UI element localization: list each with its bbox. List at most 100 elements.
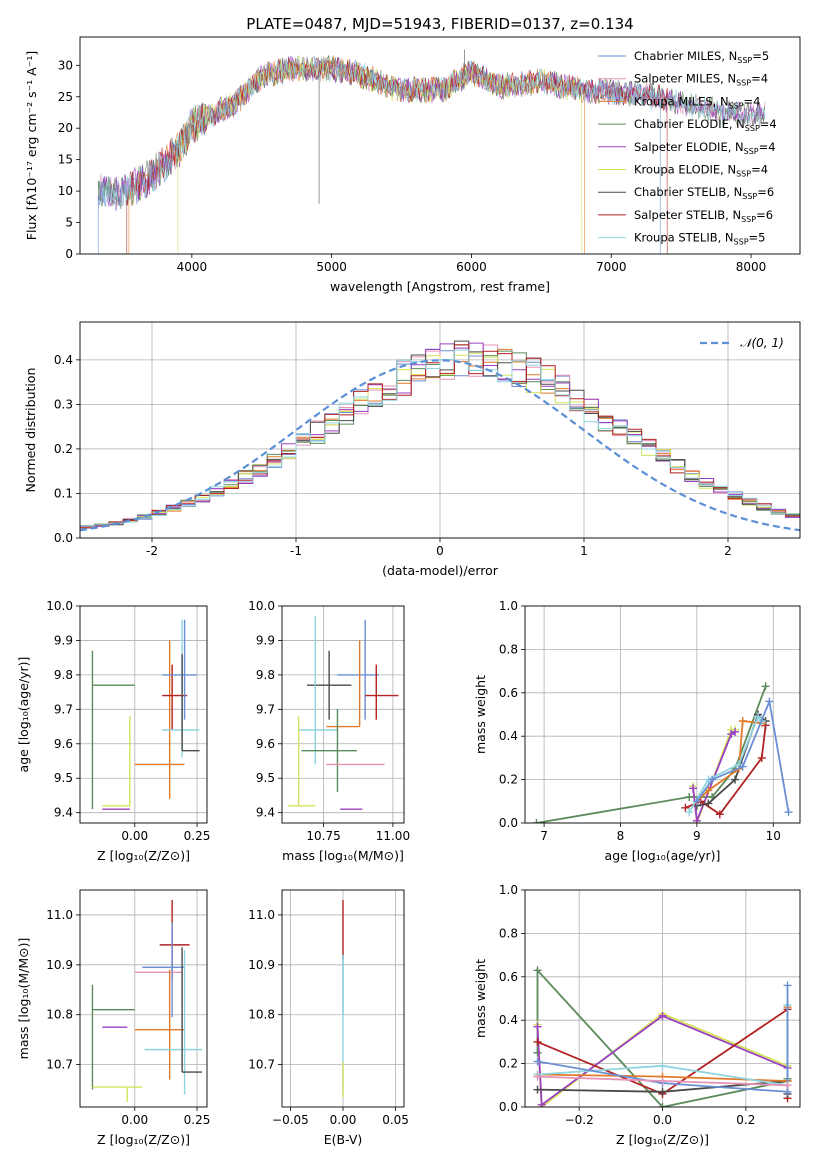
y-tick-label: 10.9 (46, 958, 73, 972)
axes-frame (524, 889, 801, 1108)
point-marker (658, 1076, 667, 1085)
x-axis-label: Z [log₁₀(Z/Z⊙)] (616, 1132, 709, 1147)
legend-label: Chabrier ELODIE, NSSP=4 (634, 117, 777, 133)
point-marker (658, 1087, 667, 1096)
chart-age_vs_mass: 10.75 11.00 9.4 9.5 9.6 9.7 9.8 9.9 10.0 mass [lo… (248, 599, 410, 863)
y-tick-label: 11.0 (248, 908, 275, 922)
axes-frame (79, 889, 208, 1108)
x-tick-label: 7 (540, 829, 548, 843)
point-marker (692, 797, 701, 806)
x-axis-label: (data-model)/error (382, 563, 499, 578)
y-tick-label: 9.6 (54, 737, 73, 751)
x-tick-label: 0.0 (653, 1113, 672, 1127)
y-tick-label: 9.8 (256, 668, 275, 682)
axes-frame (79, 36, 801, 255)
point-marker (704, 786, 713, 795)
legend-label: Salpeter ELODIE, NSSP=4 (634, 140, 776, 156)
y-tick-label: 0.6 (499, 970, 518, 984)
plot-area (532, 682, 793, 823)
y-tick-label: 0.6 (499, 686, 518, 700)
x-tick-label: 7000 (596, 260, 627, 274)
point-marker (731, 775, 740, 784)
x-tick-label: 1 (580, 544, 588, 558)
point-marker (765, 697, 774, 706)
chart-mass_vs_Z: 0.00 0.25 10.7 10.8 10.9 11.0 Z [log₁₀(Z/Z⊙)] m… (16, 889, 210, 1147)
chart-spectrum: 4000 5000 6000 7000 8000 0 5 10 15 20 25 30 Chabrier… (24, 36, 801, 294)
legend-label: 𝒩(0, 1) (740, 336, 784, 350)
figure-title: PLATE=0487, MJD=51943, FIBERID=0137, z=0… (246, 15, 633, 33)
y-tick-label: 10.8 (46, 1008, 73, 1022)
legend-label: Chabrier MILES, NSSP=5 (634, 49, 769, 65)
x-tick-label: −0.05 (272, 1113, 309, 1127)
y-tick-label: 9.4 (256, 806, 275, 820)
axes-frame (281, 605, 405, 824)
axes-frame (281, 889, 405, 1108)
legend-label: Salpeter STELIB, NSSP=6 (634, 208, 773, 224)
y-tick-label: 10.0 (46, 599, 73, 613)
y-tick-label: 25 (58, 90, 73, 104)
y-tick-label: 9.5 (54, 771, 73, 785)
point-marker (738, 762, 747, 771)
y-axis-label: mass weight (473, 959, 488, 1038)
y-tick-label: 9.7 (256, 702, 275, 716)
point-marker (533, 1057, 542, 1066)
y-tick-label: 1.0 (499, 599, 518, 613)
x-tick-label: 8000 (736, 260, 767, 274)
x-tick-label: 10.75 (306, 829, 340, 843)
axes-frame (79, 321, 801, 539)
chart-weight_vs_age: 7 8 9 10 0.0 0.2 0.4 0.6 0.8 1.0 age [log₁₀(age/yr… (473, 599, 801, 863)
chart-weight_vs_Z: −0.2 0.0 0.2 0.0 0.2 0.4 0.6 0.8 1.0 Z [log₁₀(Z/Z… (473, 883, 801, 1147)
point-marker (761, 682, 770, 691)
series-line (97, 55, 766, 207)
plot-area (80, 340, 800, 532)
y-tick-label: 0.8 (499, 926, 518, 940)
x-axis-label: mass [log₁₀(M/M⊙)] (282, 848, 404, 863)
y-tick-label: 0.2 (54, 442, 73, 456)
point-marker (692, 816, 701, 823)
point-marker (533, 1085, 542, 1094)
y-tick-label: 9.7 (54, 702, 73, 716)
x-tick-label: 8 (617, 829, 625, 843)
point-marker (783, 1081, 792, 1090)
axes-frame (79, 605, 208, 824)
legend-label: Kroupa MILES, NSSP=4 (634, 94, 760, 110)
chart-residual_hist: -2 -1 0 1 2 0.0 0.1 0.2 0.3 0.4 𝒩(0, 1) (data-model… (23, 321, 801, 578)
x-tick-label: 11.00 (376, 829, 410, 843)
x-tick-label: −0.2 (565, 1113, 594, 1127)
x-tick-label: 0 (436, 544, 444, 558)
x-tick-label: 5000 (316, 260, 347, 274)
y-tick-label: 0.2 (499, 1057, 518, 1071)
legend-label: Chabrier STELIB, NSSP=6 (634, 185, 774, 201)
y-tick-label: 0.3 (54, 397, 73, 411)
y-tick-label: 0.8 (499, 642, 518, 656)
y-tick-label: 0.4 (54, 353, 73, 367)
x-tick-label: 0.25 (184, 829, 211, 843)
y-tick-label: 10.8 (248, 1008, 275, 1022)
y-tick-label: 10 (58, 184, 73, 198)
y-axis-label: Flux [fλ10⁻¹⁷ erg cm⁻² s⁻¹ A⁻¹] (24, 51, 39, 240)
legend-label: Kroupa ELODIE, NSSP=4 (634, 163, 768, 179)
x-tick-label: 2 (724, 544, 732, 558)
point-marker (681, 803, 690, 812)
x-tick-label: 0.00 (121, 1113, 148, 1127)
plot-area (287, 616, 399, 810)
y-tick-label: 9.9 (54, 633, 73, 647)
y-tick-label: 0.1 (54, 486, 73, 500)
chart-age_vs_Z: 0.00 0.25 9.4 9.5 9.6 9.7 9.8 9.9 10.0 Z [log₁₀(Z… (16, 599, 210, 863)
normal-curve (80, 359, 800, 532)
x-axis-label: Z [log₁₀(Z/Z⊙)] (97, 848, 190, 863)
y-tick-label: 0.4 (499, 1013, 518, 1027)
point-marker (533, 1022, 542, 1031)
point-marker (532, 819, 541, 823)
point-marker (783, 981, 792, 990)
point-marker (658, 1061, 667, 1070)
point-marker (658, 1011, 667, 1020)
y-tick-label: 10.0 (248, 599, 275, 613)
point-marker (533, 1048, 542, 1057)
histogram-step (80, 349, 800, 527)
point-marker (658, 1103, 667, 1107)
x-tick-label: 4000 (177, 260, 208, 274)
y-tick-label: 0 (65, 247, 73, 261)
y-tick-label: 0.4 (499, 729, 518, 743)
